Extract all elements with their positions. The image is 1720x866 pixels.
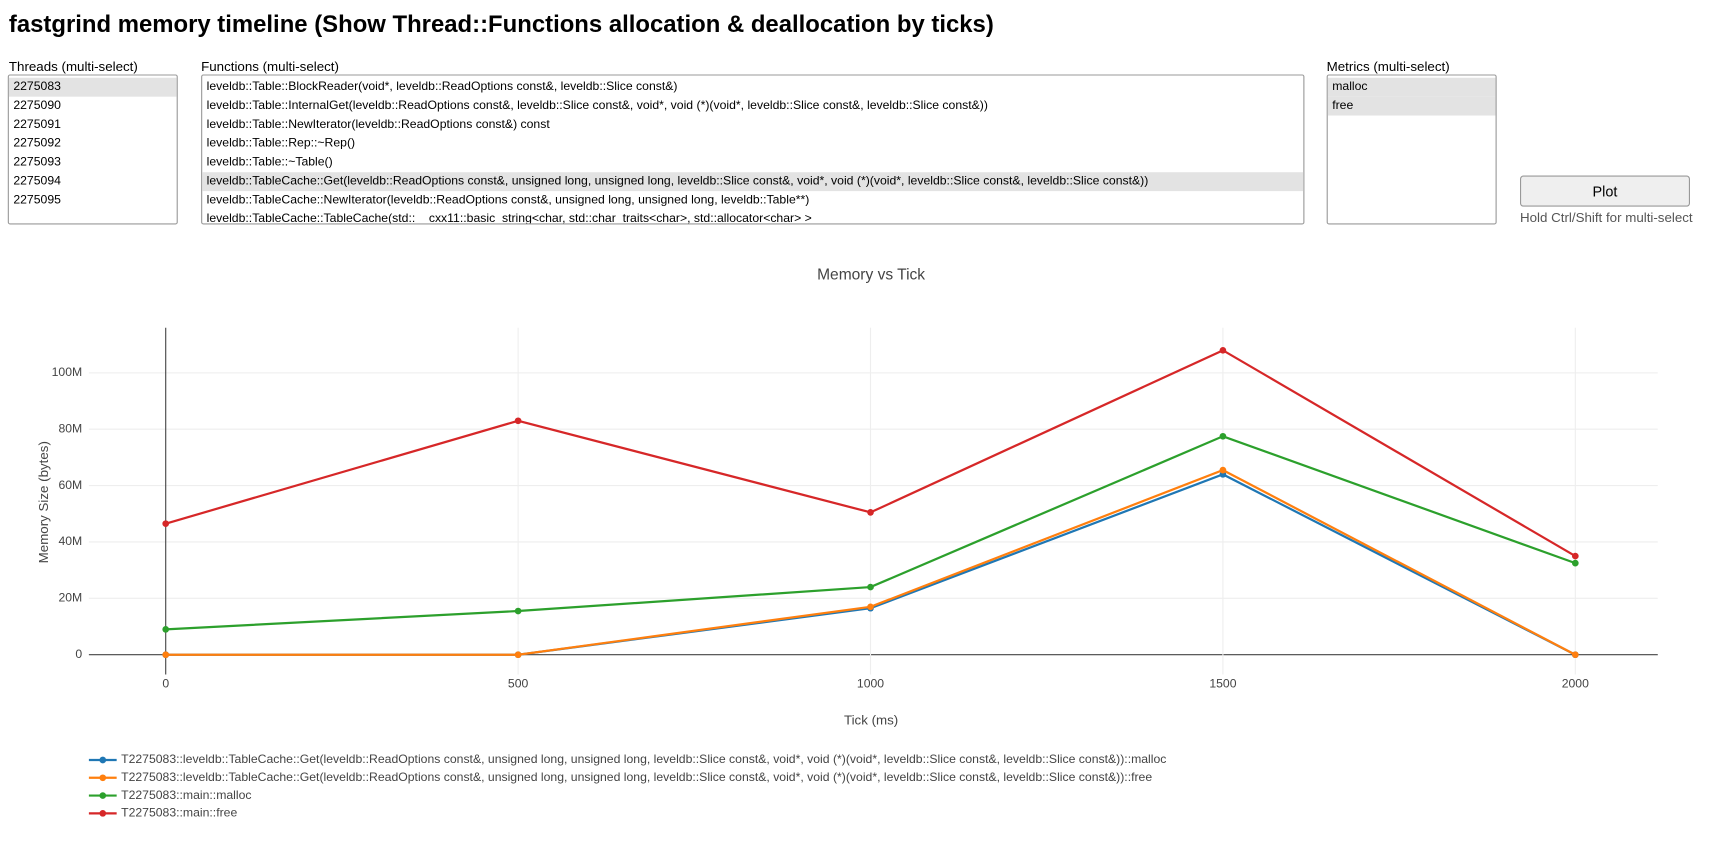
- option[interactable]: leveldb::Table::NewIterator(leveldb::Rea…: [206, 117, 550, 132]
- data-point: [162, 626, 170, 633]
- functions-select[interactable]: leveldb::Table::BlockReader(void*, level…: [201, 74, 1305, 225]
- y-tick-label: 0: [75, 647, 82, 661]
- legend-marker: [99, 774, 107, 782]
- data-point: [1219, 346, 1227, 354]
- data-point: [514, 651, 522, 659]
- option[interactable]: leveldb::TableCache::TableCache(std::__c…: [206, 212, 812, 225]
- data-point: [162, 520, 170, 527]
- data-point: [1571, 651, 1579, 659]
- option[interactable]: 2275095: [13, 193, 61, 207]
- option[interactable]: 2275083: [8, 77, 177, 97]
- data-point: [1571, 559, 1579, 567]
- option[interactable]: 2275090: [13, 98, 61, 113]
- metrics-label: Metrics (multi-select): [1326, 58, 1450, 75]
- data-point: [514, 607, 522, 615]
- option[interactable]: leveldb::Table::BlockReader(void*, level…: [206, 79, 678, 94]
- metrics-select[interactable]: malloc free: [1326, 74, 1497, 225]
- option[interactable]: 2275092: [13, 136, 61, 150]
- y-axis-title: Memory Size (bytes): [36, 441, 51, 563]
- y-tick-label: 100M: [52, 365, 83, 379]
- legend-label: T2275083::leveldb::TableCache::Get(level…: [121, 752, 1166, 766]
- functions-label: Functions (multi-select): [201, 58, 339, 75]
- data-point: [1219, 432, 1227, 440]
- option[interactable]: leveldb::TableCache::NewIterator(leveldb…: [206, 193, 810, 207]
- x-axis-title: Tick (ms): [844, 713, 898, 728]
- data-point: [867, 509, 874, 516]
- option[interactable]: leveldb::Table::~Table(): [206, 155, 333, 169]
- option[interactable]: 2275094: [13, 174, 61, 188]
- option[interactable]: leveldb::Table::Rep::~Rep(): [206, 136, 356, 150]
- chart-title: Memory vs Tick: [817, 267, 925, 284]
- x-tick-label: 1000: [857, 677, 884, 691]
- legend-marker: [99, 756, 107, 764]
- option[interactable]: malloc: [1327, 77, 1496, 97]
- option[interactable]: free: [1327, 96, 1496, 116]
- x-tick-label: 1500: [1209, 677, 1236, 691]
- data-point: [867, 603, 874, 611]
- x-tick-label: 0: [162, 677, 169, 691]
- x-tick-label: 2000: [1562, 677, 1589, 691]
- legend-label: T2275083::leveldb::TableCache::Get(level…: [121, 770, 1152, 784]
- option[interactable]: leveldb::Table::InternalGet(leveldb::Rea…: [206, 98, 988, 113]
- data-point: [514, 417, 522, 425]
- y-tick-label: 40M: [58, 534, 82, 548]
- option[interactable]: 2275091: [13, 117, 61, 132]
- legend-label: T2275083::main::malloc: [121, 788, 251, 802]
- option[interactable]: 2275093: [13, 155, 61, 169]
- data-point: [1571, 552, 1579, 560]
- legend-label: T2275083::main::free: [121, 806, 237, 820]
- hint: Hold Ctrl/Shift for multi-select: [1519, 209, 1693, 226]
- legend-marker: [99, 809, 107, 817]
- data-point: [1219, 466, 1227, 474]
- x-tick-label: 500: [508, 677, 529, 691]
- threads-select[interactable]: 2275083 2275090 2275091 2275092 2275093 22750…: [7, 74, 178, 225]
- plot-button[interactable]: Plot: [1519, 175, 1690, 207]
- y-tick-label: 20M: [58, 591, 82, 605]
- y-tick-label: 60M: [58, 478, 82, 492]
- threads-label: Threads (multi-select): [8, 58, 138, 75]
- data-point: [162, 651, 170, 659]
- option[interactable]: leveldb::TableCache::Get(leveldb::ReadOp…: [202, 172, 1304, 192]
- data-point: [867, 583, 874, 591]
- page-title: fastgrind memory timeline (Show Thread::…: [8, 11, 994, 38]
- y-tick-label: 80M: [58, 421, 82, 435]
- legend-marker: [99, 792, 107, 799]
